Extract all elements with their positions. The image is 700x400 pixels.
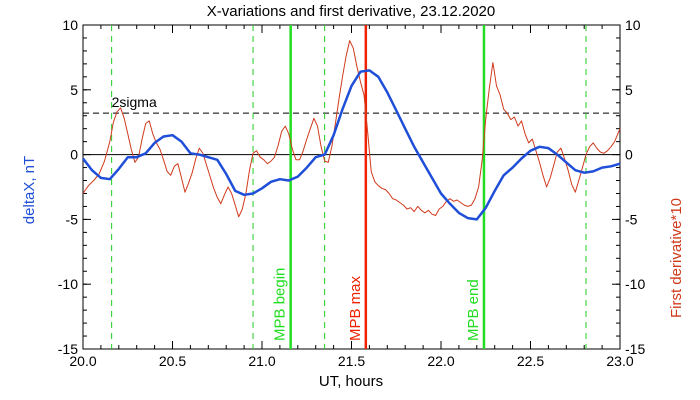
x-tick-label: 20.5	[159, 353, 186, 369]
y2-tick-label: 0	[625, 147, 633, 163]
y2-tick-label: -10	[625, 276, 645, 292]
y-axis-label-right: First derivative*10	[668, 198, 685, 318]
mpb-marker-label: MPB end	[465, 279, 482, 341]
mpb-marker-label: MPB begin	[272, 268, 289, 341]
deltax-series-line	[82, 69, 621, 221]
x-axis-label: UT, hours	[319, 373, 383, 390]
y2-tick-label: -5	[625, 211, 638, 227]
y2-tick-label: 5	[625, 82, 633, 98]
y2-tick-label: -15	[625, 341, 645, 357]
y-tick-label: 5	[70, 82, 78, 98]
mpb-marker-label: MPB max	[347, 275, 364, 341]
chart-title: X-variations and first derivative, 23.12…	[207, 3, 496, 20]
sigma-label: 2sigma	[112, 94, 157, 110]
y-tick-label: -10	[58, 276, 78, 292]
y-tick-label: -5	[66, 211, 79, 227]
x-tick-label: 23.0	[606, 353, 633, 369]
y-axis-label-left: deltaX, nT	[21, 156, 38, 224]
y2-tick-label: 10	[625, 17, 641, 33]
x-tick-label: 22.5	[517, 353, 544, 369]
x-tick-label: 22.0	[427, 353, 454, 369]
x-tick-label: 21.0	[248, 353, 275, 369]
x-tick-label: 20.0	[69, 353, 96, 369]
x-tick-label: 21.5	[338, 353, 365, 369]
y-tick-label: 10	[62, 17, 78, 33]
y-tick-label: 0	[70, 147, 78, 163]
y-tick-label: -15	[58, 341, 78, 357]
derivative-series-line	[82, 40, 621, 218]
